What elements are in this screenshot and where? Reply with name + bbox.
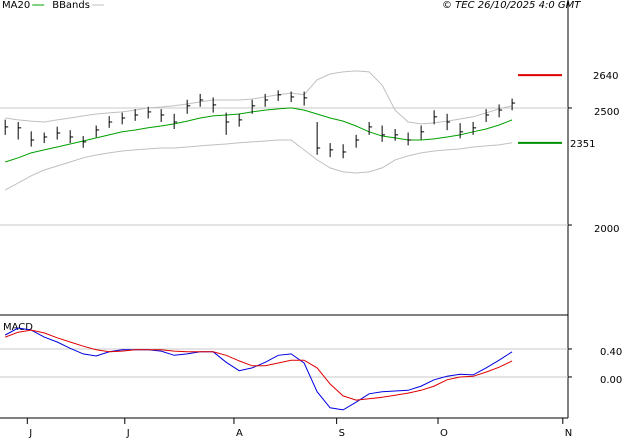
- x-tick-label: J: [126, 428, 130, 439]
- copyright: © TEC 26/10/2025 4:0 GMT: [442, 0, 581, 11]
- ma20-line: [5, 107, 513, 163]
- x-tick-label: S: [339, 428, 345, 439]
- x-tick-label: O: [440, 428, 448, 439]
- macd-line: [5, 329, 513, 401]
- y-tick-label: 0.40: [600, 347, 622, 358]
- x-tick-label: A: [236, 428, 243, 439]
- macd-line: [4, 327, 513, 411]
- y-tick-label: 2500: [594, 107, 619, 118]
- x-tick-label: J: [28, 428, 32, 439]
- level-label: 2640: [593, 71, 618, 82]
- y-tick-label: 0.00: [600, 375, 622, 386]
- legend-label: BBands: [52, 0, 90, 11]
- legend-label: MA20: [2, 0, 30, 11]
- bband-upper: [5, 70, 513, 125]
- bband-lower: [4, 139, 513, 191]
- level-label: 2351: [570, 139, 595, 150]
- x-tick-label: N: [565, 428, 572, 439]
- y-tick-label: 2000: [594, 224, 619, 235]
